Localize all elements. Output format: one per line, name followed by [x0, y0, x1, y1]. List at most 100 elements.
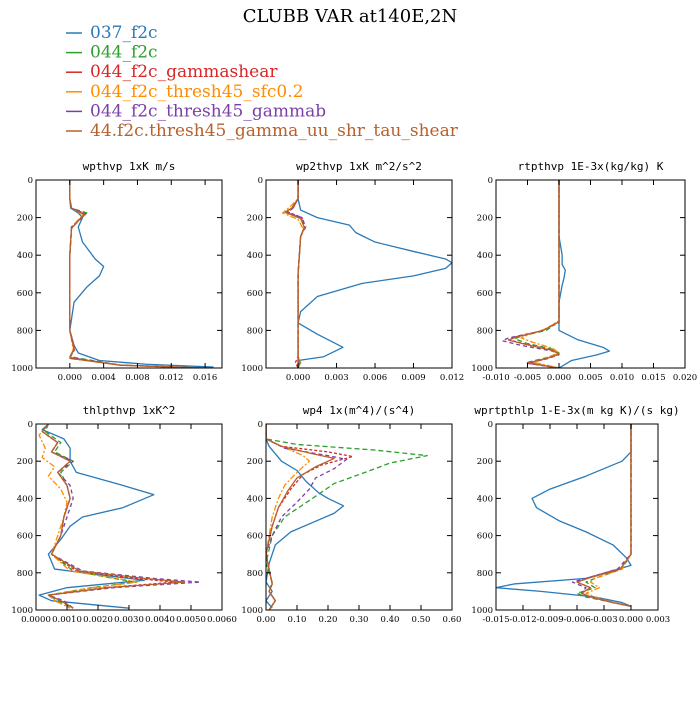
x-tick-label: 0.020	[673, 373, 697, 383]
y-tick-label: 200	[17, 457, 33, 467]
x-tick-label: 0.60	[443, 615, 462, 625]
series-line	[69, 180, 214, 368]
x-tick-label: 0.40	[381, 615, 400, 625]
series-line	[69, 180, 206, 368]
x-tick-label: -0.010	[482, 373, 509, 383]
legend-label: 44.f2c.thresh45_gamma_uu_shr_tau_shear	[90, 121, 459, 141]
y-tick-label: 400	[477, 494, 493, 504]
x-tick-label: 0.50	[412, 615, 431, 625]
panels: wpthvp 1xK m/s0.000 0.004 0.008 0.012 0.0160…	[11, 160, 697, 625]
legend-label: 044_f2c_thresh45_gammab	[90, 101, 326, 121]
y-tick-label: 400	[477, 251, 493, 261]
y-tick-label: 200	[247, 214, 263, 224]
series-line	[496, 424, 632, 607]
x-tick-label: -0.015	[482, 615, 509, 625]
x-tick-label: 0.000	[58, 373, 82, 383]
legend-entry: 044_f2c_gammashear	[66, 62, 278, 82]
y-tick-label: 1000	[241, 364, 263, 374]
legend-entry: 44.f2c.thresh45_gamma_uu_shr_tau_shear	[66, 121, 459, 141]
figure-title: CLUBB VAR at140E,2N	[243, 6, 458, 27]
series-line	[69, 180, 206, 368]
y-tick-label: 400	[247, 251, 263, 261]
y-tick-label: 200	[477, 214, 493, 224]
y-tick-label: 1000	[471, 364, 493, 374]
y-tick-label: 200	[477, 457, 493, 467]
series-line	[576, 424, 632, 607]
x-tick-label: 0.005	[578, 373, 602, 383]
plot-frame	[265, 179, 453, 369]
chart-panel: wp2thvp 1xK m^2/s^2 0.000 0.003 0.006 0.009 0…	[241, 160, 464, 383]
panel-title: wp2thvp 1xK m^2/s^2	[296, 160, 422, 173]
x-tick-label: 0.30	[350, 615, 369, 625]
x-tick-label: 0.20	[319, 615, 338, 625]
series-line	[520, 180, 560, 368]
x-tick-label: 0.10	[288, 615, 307, 625]
y-tick-label: 800	[477, 569, 493, 579]
series-line	[69, 180, 206, 368]
plot-frame	[35, 179, 223, 369]
legend-entry: 044_f2c_thresh45_sfc0.2	[66, 82, 303, 102]
series-line	[266, 424, 345, 609]
series-line	[38, 424, 139, 609]
x-tick-label: 0.0040	[145, 615, 175, 625]
series-line	[41, 424, 201, 609]
x-tick-label: 0.0010	[52, 615, 82, 625]
y-tick-label: 400	[247, 494, 263, 504]
x-tick-label: 0.008	[125, 373, 149, 383]
x-tick-label: 0.012	[440, 373, 464, 383]
y-tick-label: 600	[247, 532, 263, 542]
y-tick-label: 1000	[11, 364, 33, 374]
chart-panel: wpthvp 1xK m/s 0.000 0.004 0.008 0.012 0.016 0…	[11, 160, 223, 383]
y-tick-label: 800	[247, 569, 263, 579]
series-line	[297, 180, 452, 368]
x-tick-label: 0.0020	[83, 615, 113, 625]
legend-label: 044_f2c	[90, 43, 158, 63]
x-tick-label: 0.000	[547, 373, 571, 383]
y-tick-label: 0	[488, 420, 493, 430]
legend-label: 044_f2c_thresh45_sfc0.2	[90, 82, 303, 102]
series-line	[558, 180, 611, 368]
y-tick-label: 600	[247, 289, 263, 299]
x-tick-label: 0.0050	[176, 615, 206, 625]
y-tick-label: 0	[28, 176, 33, 186]
series-line	[38, 424, 155, 609]
series-line	[576, 424, 632, 607]
y-tick-label: 600	[17, 532, 33, 542]
x-tick-label: 0.000	[619, 615, 643, 625]
series-line	[41, 424, 186, 609]
x-tick-label: 0.0030	[114, 615, 144, 625]
y-tick-label: 600	[477, 289, 493, 299]
x-tick-label: -0.012	[509, 615, 536, 625]
y-tick-label: 600	[477, 532, 493, 542]
y-tick-label: 200	[247, 457, 263, 467]
x-tick-label: 0.003	[646, 615, 670, 625]
y-tick-label: 600	[17, 289, 33, 299]
series-line	[507, 180, 560, 368]
panel-title: wprtpthlp 1-E-3x(m kg K)/(s kg)	[474, 404, 679, 417]
y-tick-label: 1000	[11, 606, 33, 616]
series-line	[287, 180, 306, 368]
y-tick-label: 800	[17, 326, 33, 336]
series-line	[507, 180, 560, 368]
x-tick-label: 0.006	[363, 373, 387, 383]
chart-panel: wprtpthlp 1-E-3x(m kg K)/(s kg)-0.015 -0.…	[471, 404, 679, 625]
legend-entry: 037_f2c	[66, 23, 158, 43]
panel-title: wp4 1x(m^4)/(s^4)	[303, 404, 416, 417]
x-tick-label: 0.000	[286, 373, 310, 383]
x-tick-label: 0.0000	[21, 615, 51, 625]
plot-frame	[495, 179, 686, 369]
x-tick-label: -0.003	[590, 615, 617, 625]
series-line	[69, 180, 206, 368]
y-tick-label: 0	[488, 176, 493, 186]
series-line	[514, 180, 560, 368]
series-line	[285, 180, 307, 368]
chart-panel: rtpthvp 1E-3x(kg/kg) K -0.010 -0.005 0.000 0…	[471, 160, 697, 383]
x-tick-label: -0.006	[563, 615, 590, 625]
legend-label: 044_f2c_gammashear	[90, 62, 278, 82]
y-tick-label: 0	[28, 420, 33, 430]
x-tick-label: 0.0060	[207, 615, 237, 625]
panel-title: thlpthvp 1xK^2	[83, 404, 176, 417]
x-tick-label: 0.009	[401, 373, 425, 383]
y-tick-label: 800	[477, 326, 493, 336]
